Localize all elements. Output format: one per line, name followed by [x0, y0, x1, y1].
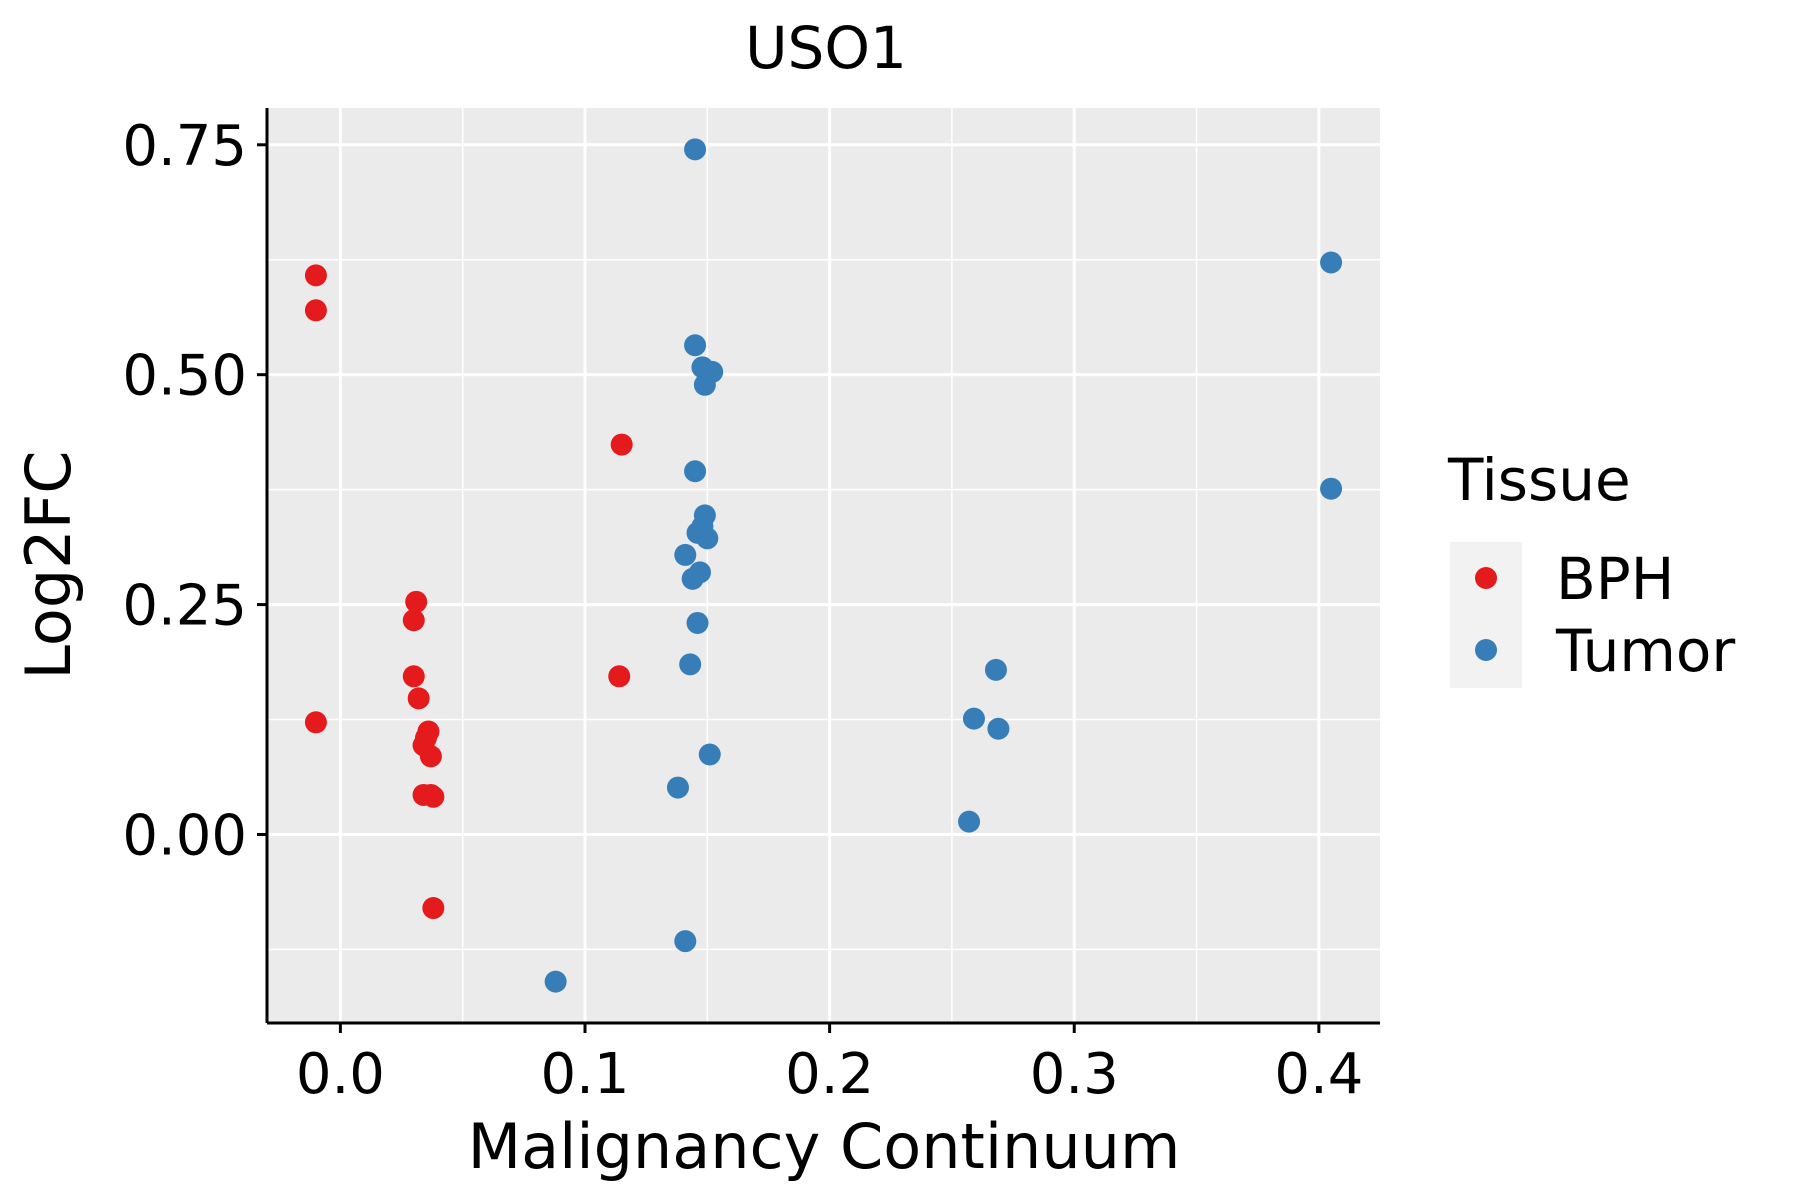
- data-point-bph: [407, 687, 430, 710]
- data-point-bph: [304, 264, 327, 287]
- x-tick-label: 0.1: [540, 1042, 629, 1107]
- x-axis-title: Malignancy Continuum: [468, 1110, 1181, 1183]
- y-tick-label: 0.50: [122, 344, 247, 409]
- data-point-tumor: [984, 658, 1007, 681]
- legend: Tissue BPH Tumor: [1447, 446, 1735, 688]
- y-tick-label: 0.00: [122, 803, 247, 868]
- data-point-tumor: [544, 970, 567, 993]
- data-point-tumor: [1320, 477, 1343, 500]
- y-tick-label: 0.25: [122, 574, 247, 639]
- data-point-tumor: [1320, 251, 1343, 274]
- data-point-bph: [608, 665, 631, 688]
- data-point-bph: [304, 711, 327, 734]
- legend-label-bph: BPH: [1556, 545, 1674, 613]
- legend-key-tumor: [1475, 639, 1497, 661]
- x-tick-label: 0.3: [1030, 1042, 1119, 1107]
- data-point-tumor: [962, 707, 985, 730]
- data-point-tumor: [684, 460, 707, 483]
- data-point-bph: [402, 609, 425, 632]
- y-tick-label: 0.75: [122, 114, 247, 179]
- data-point-tumor: [684, 334, 707, 357]
- data-point-bph: [304, 299, 327, 322]
- data-point-bph: [405, 590, 428, 613]
- data-point-tumor: [674, 930, 697, 953]
- data-point-tumor: [987, 717, 1010, 740]
- data-point-bph: [610, 433, 633, 456]
- chart-title: USO1: [745, 14, 907, 82]
- data-point-tumor: [674, 543, 697, 566]
- x-tick-label: 0.2: [785, 1042, 874, 1107]
- data-point-bph: [402, 665, 425, 688]
- data-point-tumor: [666, 776, 689, 799]
- grid-lines: [267, 108, 1380, 1023]
- data-point-bph: [419, 745, 442, 768]
- y-axis-ticks: 0.00 0.25 0.50 0.75: [122, 114, 267, 868]
- data-point-tumor: [693, 373, 716, 396]
- data-point-tumor: [958, 810, 981, 833]
- data-point-tumor: [679, 653, 702, 676]
- legend-title: Tissue: [1447, 446, 1631, 514]
- data-point-tumor: [698, 743, 721, 766]
- data-point-bph: [422, 897, 445, 920]
- x-tick-label: 0.4: [1274, 1042, 1363, 1107]
- y-axis-title: Log2FC: [12, 450, 85, 679]
- legend-key-bph: [1475, 567, 1497, 589]
- data-point-bph: [422, 785, 445, 808]
- data-points: [304, 138, 1343, 993]
- x-axis-ticks: 0.0 0.1 0.2 0.3 0.4: [296, 1023, 1363, 1107]
- x-tick-label: 0.0: [296, 1042, 385, 1107]
- legend-key-background: [1450, 542, 1522, 688]
- plot-panel: [267, 108, 1380, 1023]
- data-point-tumor: [686, 611, 709, 634]
- data-point-tumor: [681, 567, 704, 590]
- data-point-tumor: [684, 138, 707, 161]
- data-point-tumor: [696, 527, 719, 550]
- legend-label-tumor: Tumor: [1555, 617, 1735, 685]
